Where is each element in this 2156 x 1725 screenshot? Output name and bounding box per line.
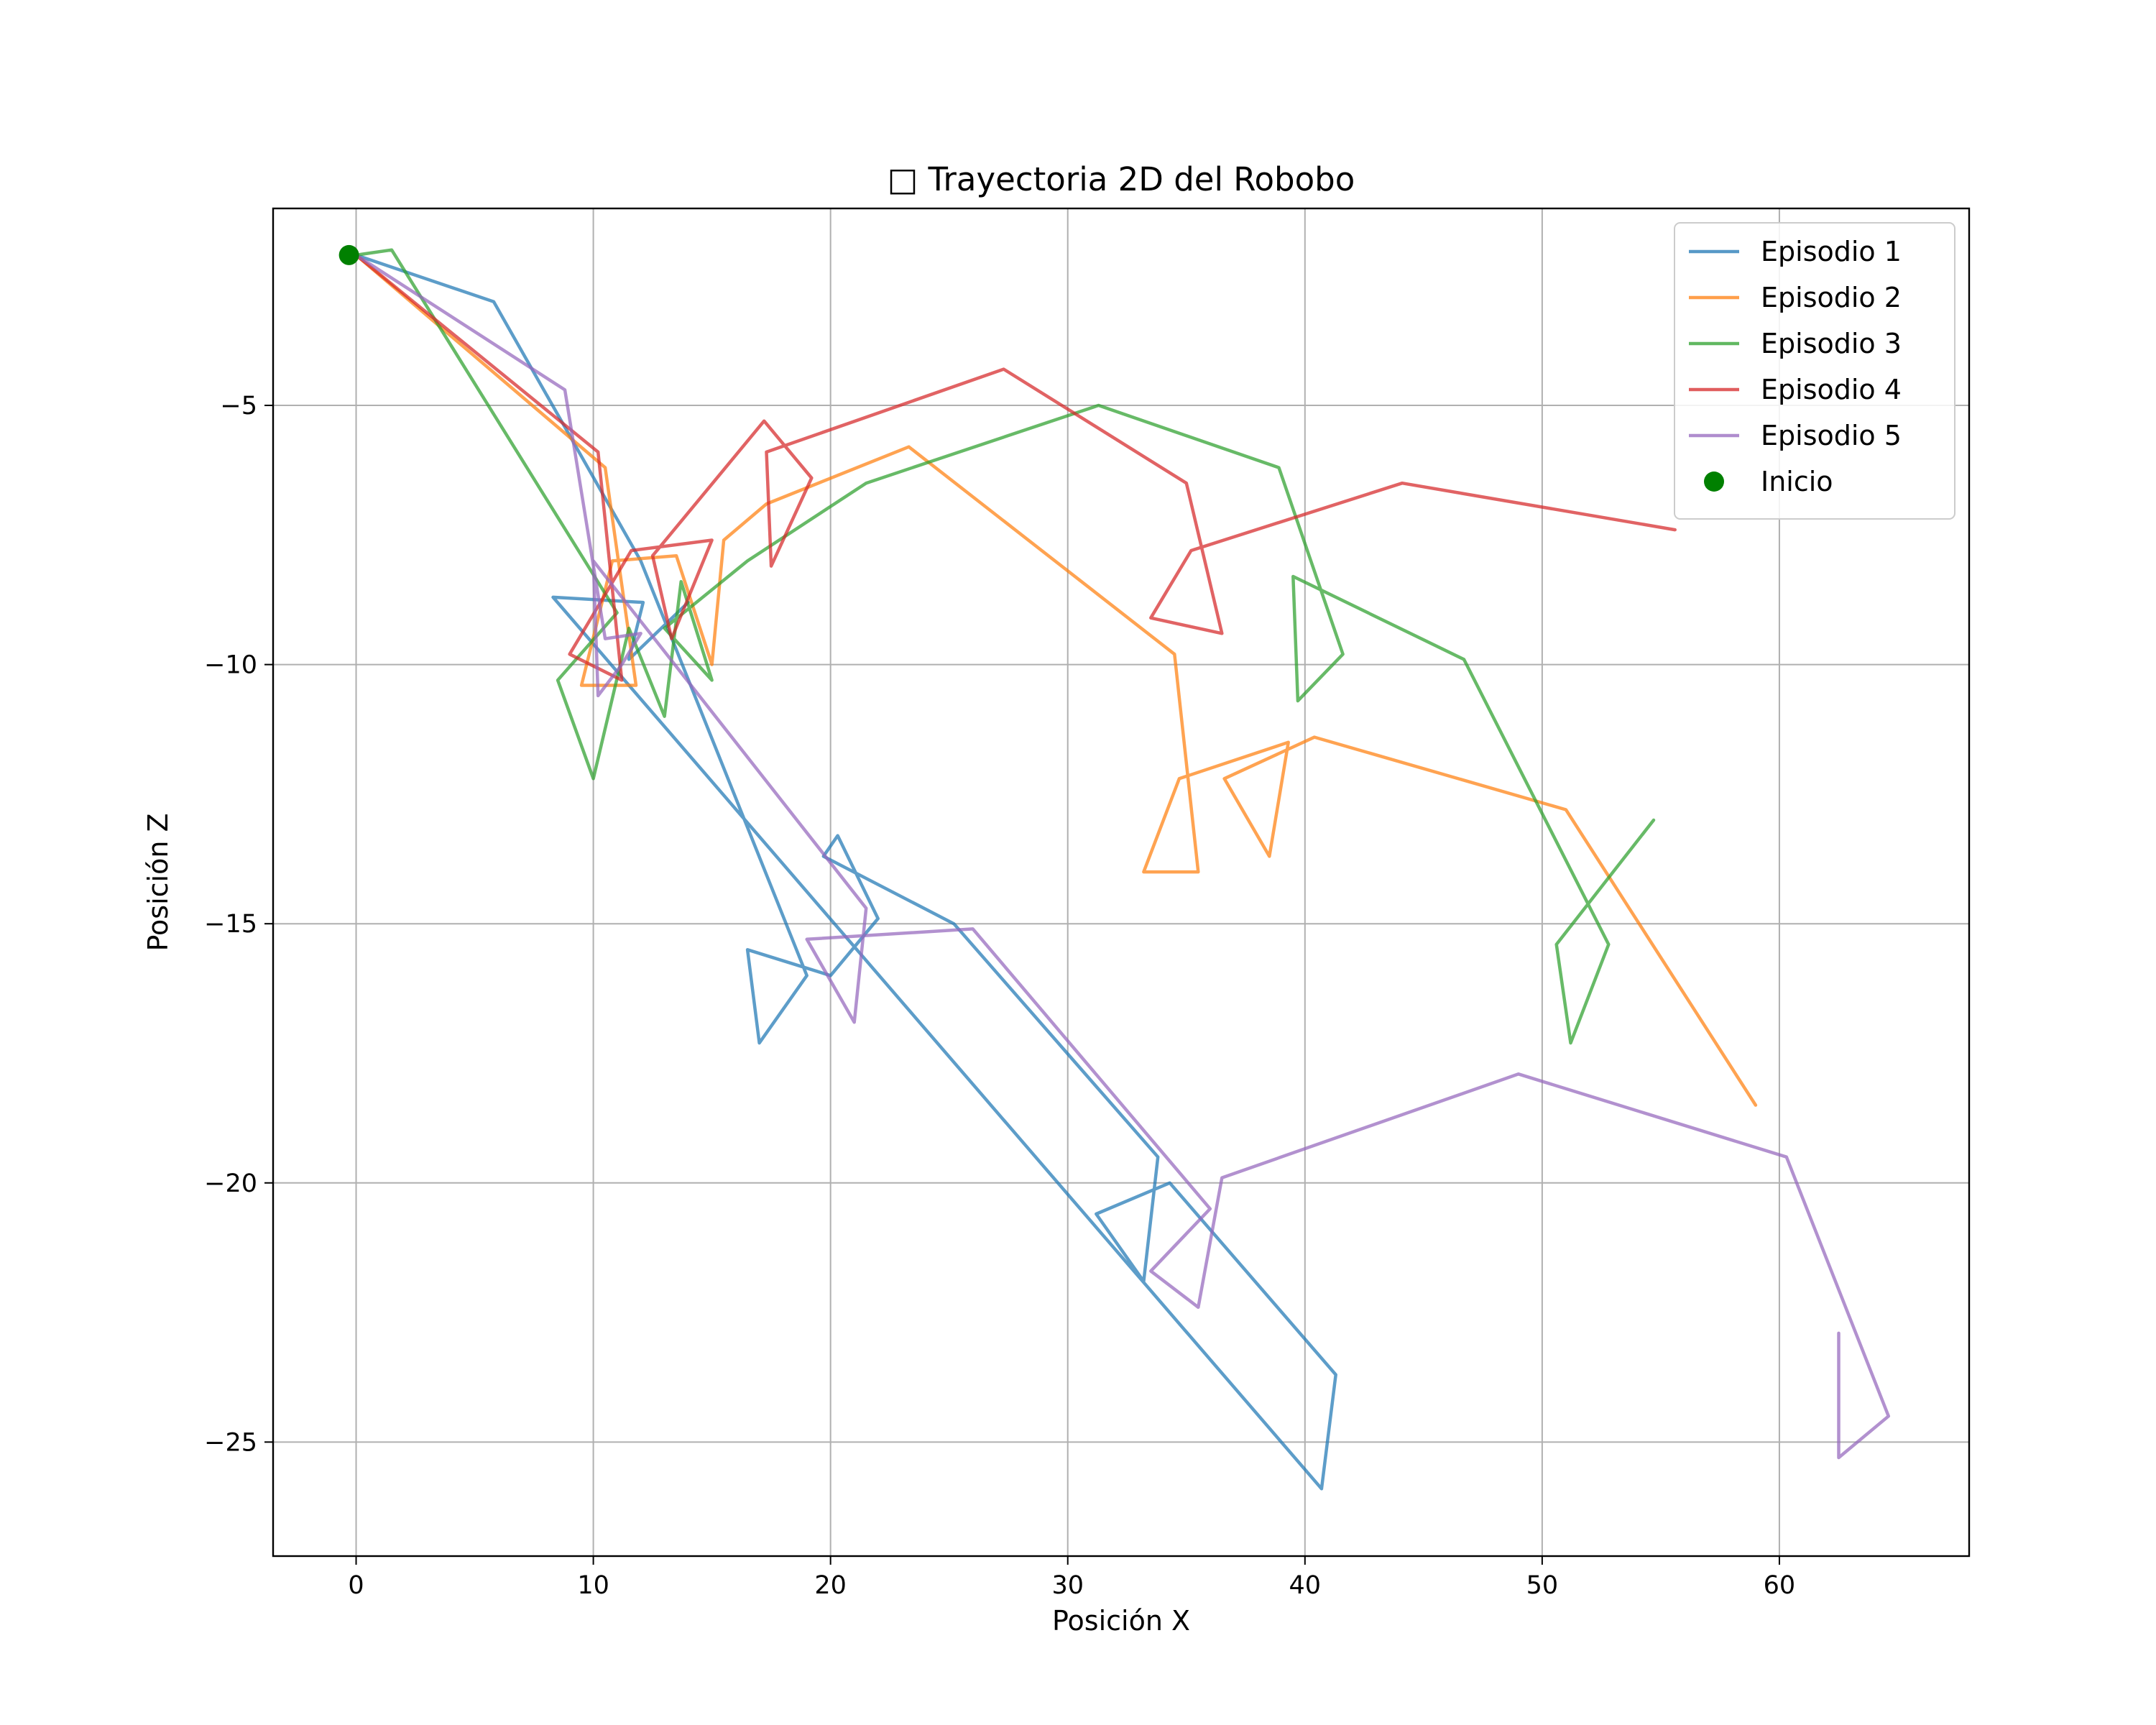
legend-label-episodio-1: Episodio 1 [1761, 236, 1902, 267]
series-line-episodio-1 [354, 253, 1337, 1491]
legend-label-episodio-4: Episodio 4 [1761, 374, 1902, 405]
y-tick-label: −20 [204, 1169, 257, 1198]
legend: Episodio 1 Episodio 2 Episodio 3 Episodio 4… [1674, 222, 1955, 520]
y-tick-label: −5 [220, 392, 257, 420]
axis-ticks: 0 10 20 30 40 50 60 −5 −10 −15 −20 −25 [204, 392, 1795, 1600]
start-marker-layer [338, 244, 359, 265]
legend-label-inicio: Inicio [1761, 466, 1833, 497]
series-line-episodio-4 [354, 253, 1677, 682]
series-lines [354, 248, 1891, 1491]
x-tick-label: 60 [1764, 1571, 1796, 1600]
x-tick-label: 0 [348, 1571, 364, 1600]
legend-swatch-inicio [1704, 472, 1724, 492]
y-tick-label: −15 [204, 910, 257, 939]
grid-lines [273, 208, 1969, 1556]
x-axis-label: Posición X [1052, 1605, 1190, 1637]
chart-title: □ Trayectoria 2D del Robobo [888, 160, 1355, 198]
legend-label-episodio-5: Episodio 5 [1761, 420, 1902, 451]
series-line-episodio-2 [354, 253, 1758, 1107]
start-point-marker [338, 244, 359, 265]
series-line-episodio-5 [354, 253, 1891, 1460]
x-tick-label: 30 [1051, 1571, 1084, 1600]
x-tick-label: 40 [1289, 1571, 1322, 1600]
x-tick-label: 20 [814, 1571, 847, 1600]
y-axis-label: Posición Z [142, 813, 174, 951]
y-tick-label: −25 [204, 1428, 257, 1457]
x-tick-label: 10 [577, 1571, 609, 1600]
legend-label-episodio-2: Episodio 2 [1761, 282, 1902, 313]
y-tick-label: −10 [204, 651, 257, 680]
x-tick-label: 50 [1526, 1571, 1559, 1600]
legend-label-episodio-3: Episodio 3 [1761, 328, 1902, 359]
plot-frame [272, 207, 1971, 1558]
legend-box [1674, 222, 1955, 520]
series-line-episodio-3 [354, 248, 1656, 1045]
